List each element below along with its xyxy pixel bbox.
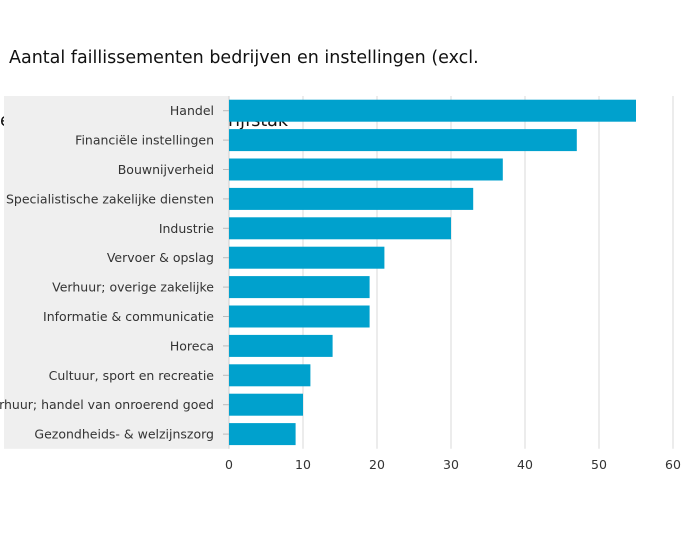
bar (229, 187, 474, 210)
category-label: Vervoer & opslag (107, 250, 214, 265)
x-tick-label: 60 (665, 457, 681, 472)
category-label: Cultuur, sport en recreatie (49, 368, 215, 383)
x-tick-label: 30 (443, 457, 459, 472)
category-label: Gezondheids- & welzijnszorg (34, 427, 214, 442)
bar (229, 129, 577, 152)
category-label: Handel (170, 103, 214, 118)
x-tick-label: 0 (225, 457, 233, 472)
bar (229, 423, 296, 446)
bar (229, 364, 311, 387)
category-label: Industrie (159, 221, 214, 236)
category-label-panel (4, 96, 229, 449)
category-label: Specialistische zakelijke diensten (6, 191, 214, 206)
x-tick-label: 10 (295, 457, 311, 472)
category-label: Informatie & communicatie (43, 309, 214, 324)
x-tick-label: 40 (517, 457, 533, 472)
bar (229, 276, 370, 299)
chart-title-line-1: Aantal faillissementen bedrijven en inst… (9, 48, 479, 68)
x-tick-label: 20 (369, 457, 385, 472)
bar (229, 158, 503, 181)
bar (229, 99, 636, 122)
category-label: Verhuur; overige zakelijke (52, 280, 214, 295)
bar (229, 217, 451, 240)
x-tick-label: 50 (591, 457, 607, 472)
category-label: Financiële instellingen (75, 133, 214, 148)
bar (229, 246, 385, 269)
bar (229, 393, 303, 416)
category-label: Bouwnijverheid (118, 162, 214, 177)
bar (229, 305, 370, 328)
category-label: Verhuur; handel van onroerend goed (0, 397, 214, 412)
category-label: Horeca (170, 338, 214, 353)
bar (229, 334, 333, 357)
